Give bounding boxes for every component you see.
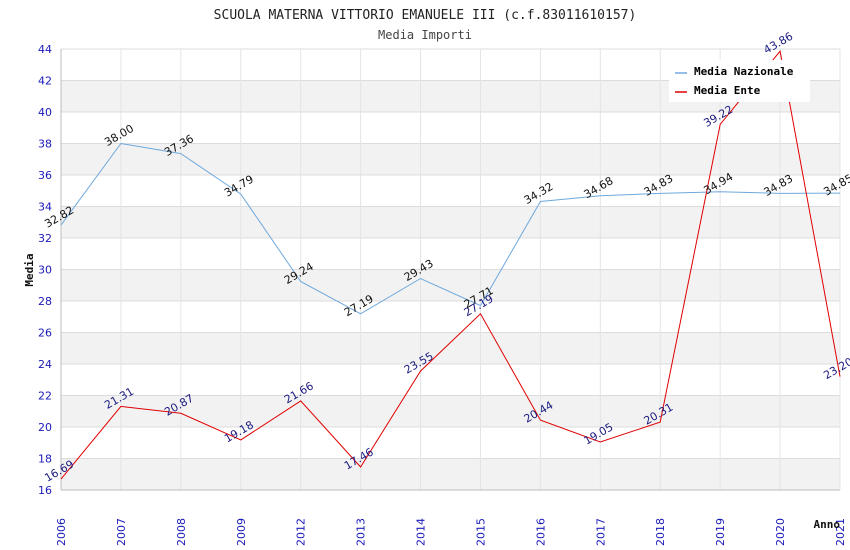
plot-band bbox=[61, 364, 840, 396]
y-tick-label: 36 bbox=[38, 169, 52, 182]
vertical-gridlines bbox=[60, 49, 841, 490]
chart-title: SCUOLA MATERNA VITTORIO EMANUELE III (c.… bbox=[214, 8, 637, 23]
y-tick-label: 28 bbox=[38, 295, 52, 308]
y-tick-label: 24 bbox=[38, 358, 52, 371]
y-tick-label: 44 bbox=[38, 43, 52, 56]
y-tick-label: 40 bbox=[38, 106, 52, 119]
plot-band bbox=[61, 427, 840, 459]
y-tick-label: 34 bbox=[38, 201, 52, 214]
x-axis-label: Anno bbox=[814, 518, 841, 531]
plot-band bbox=[61, 458, 840, 490]
x-tick-label: 2006 bbox=[55, 518, 68, 546]
legend-box bbox=[669, 60, 810, 102]
plot-band bbox=[61, 395, 840, 427]
plot-band bbox=[61, 112, 840, 144]
y-tick-label: 18 bbox=[38, 453, 52, 466]
y-tick-label: 22 bbox=[38, 390, 52, 403]
x-tick-label: 2007 bbox=[115, 518, 128, 546]
plot-band bbox=[61, 269, 840, 301]
x-tick-label: 2021 bbox=[834, 518, 847, 546]
legend-label-ente: Media Ente bbox=[694, 84, 761, 97]
x-tick-label: 2020 bbox=[774, 518, 787, 546]
x-tick-label: 2009 bbox=[235, 518, 248, 546]
y-tick-label: 30 bbox=[38, 264, 52, 277]
plot-band bbox=[61, 238, 840, 270]
y-tick-label: 32 bbox=[38, 232, 52, 245]
x-tick-label: 2015 bbox=[474, 518, 487, 546]
plot-band bbox=[61, 206, 840, 238]
series-line-nazionale bbox=[60, 142, 841, 315]
x-tick-labels: 2006 2007 2008 2009 2012 2013 2014 2015 2016 2017… bbox=[55, 518, 847, 546]
plot-background-bands bbox=[61, 49, 840, 490]
x-tick-label: 2018 bbox=[654, 518, 667, 546]
plot-band bbox=[61, 332, 840, 364]
horizontal-gridlines bbox=[61, 48, 840, 491]
x-tick-label: 2008 bbox=[175, 518, 188, 546]
series-line-ente bbox=[60, 50, 841, 480]
y-tick-label: 26 bbox=[38, 327, 52, 340]
x-tick-label: 2014 bbox=[415, 518, 428, 546]
x-tick-label: 2012 bbox=[295, 518, 308, 546]
legend-label-nazionale: Media Nazionale bbox=[694, 65, 794, 78]
plot-band bbox=[61, 143, 840, 175]
x-tick-label: 2016 bbox=[534, 518, 547, 546]
series-lines bbox=[60, 50, 841, 480]
chart-subtitle: Media Importi bbox=[378, 28, 472, 42]
plot-band bbox=[61, 175, 840, 207]
y-tick-label: 20 bbox=[38, 421, 52, 434]
y-axis-label: Media bbox=[23, 253, 36, 286]
x-tick-label: 2017 bbox=[594, 518, 607, 546]
y-tick-label: 16 bbox=[38, 484, 52, 497]
plot-band bbox=[61, 301, 840, 333]
x-tick-label: 2013 bbox=[355, 518, 368, 546]
y-tick-label: 38 bbox=[38, 138, 52, 151]
x-tick-label: 2019 bbox=[714, 518, 727, 546]
legend: Media Nazionale Media Ente bbox=[669, 60, 810, 102]
y-tick-label: 42 bbox=[38, 75, 52, 88]
y-tick-labels: 16 18 20 22 24 26 28 30 32 34 36 38 40 42 44 bbox=[38, 43, 52, 497]
